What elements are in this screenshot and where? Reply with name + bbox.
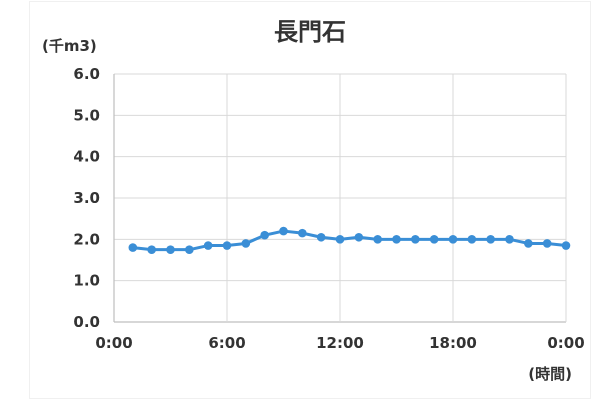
data-point — [392, 235, 401, 244]
data-point — [354, 232, 364, 242]
y-tick-label: 1.0 — [73, 272, 100, 290]
x-tick-label: 0:00 — [547, 334, 584, 352]
x-tick-label: 12:00 — [316, 334, 364, 352]
data-point — [203, 241, 213, 250]
data-point — [467, 235, 477, 244]
y-tick-label: 6.0 — [73, 65, 100, 83]
chart-title: 長門石 — [274, 18, 346, 46]
data-point — [448, 235, 458, 244]
data-point — [486, 235, 495, 244]
data-point — [335, 235, 345, 244]
series-line — [132, 229, 567, 252]
axes: 0.0 1.0 2.0 3.0 4.0 5.0 6.0 0:00 6:00 12:00 18:00 0… — [73, 65, 584, 352]
y-tick-label: 5.0 — [73, 106, 100, 124]
data-point — [222, 241, 232, 250]
x-axis-unit: (時間) — [528, 365, 572, 383]
y-tick-label: 4.0 — [73, 148, 100, 166]
data-point — [279, 226, 288, 236]
x-tick-label: 0:00 — [95, 334, 132, 352]
x-tick-label: 6:00 — [208, 334, 245, 352]
data-point — [147, 245, 156, 254]
data-point — [166, 245, 175, 254]
y-tick-label: 3.0 — [73, 189, 100, 207]
grid — [113, 73, 567, 323]
data-point — [185, 245, 194, 254]
line-chart: 長門石 (千m3) (時間) 0.0 1.0 2.0 3.0 4.0 5.0 6.0 0:00… — [42, 18, 585, 383]
x-tick-label: 18:00 — [429, 334, 477, 352]
y-tick-label: 0.0 — [73, 313, 100, 331]
y-tick-label: 2.0 — [73, 230, 100, 248]
data-point — [524, 239, 533, 248]
data-point — [542, 239, 552, 248]
data-point — [411, 235, 420, 244]
y-axis-unit: (千m3) — [42, 37, 97, 55]
data-point — [373, 235, 382, 244]
series — [128, 226, 571, 254]
data-point — [241, 239, 251, 248]
chart-container: 長門石 (千m3) (時間) 0.0 1.0 2.0 3.0 4.0 5.0 6.0 0:00… — [30, 2, 590, 398]
data-point — [316, 232, 326, 242]
data-point — [505, 235, 514, 244]
data-point — [561, 241, 571, 250]
data-point — [298, 228, 307, 238]
data-point — [260, 230, 269, 240]
data-point — [429, 235, 439, 244]
data-point — [128, 243, 138, 252]
